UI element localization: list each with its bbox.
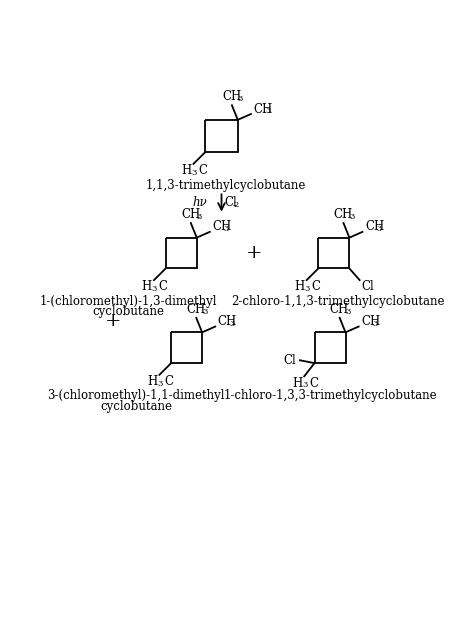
Text: +: + — [105, 312, 121, 330]
Text: H: H — [292, 377, 302, 389]
Text: CH: CH — [361, 315, 380, 328]
Text: 3: 3 — [305, 285, 310, 293]
Text: CH: CH — [365, 220, 384, 233]
Text: +: + — [246, 244, 262, 262]
Text: hν: hν — [193, 197, 208, 210]
Text: 3: 3 — [238, 95, 243, 103]
Text: H: H — [181, 164, 191, 177]
Text: C: C — [309, 377, 318, 389]
Text: H: H — [141, 280, 152, 293]
Text: 3: 3 — [349, 213, 355, 221]
Text: 3: 3 — [302, 381, 307, 389]
Text: 3-(chloromethyl)-1,1-dimethyl: 3-(chloromethyl)-1,1-dimethyl — [47, 389, 225, 402]
Text: CH: CH — [222, 91, 241, 103]
Text: 3: 3 — [191, 169, 196, 177]
Text: H: H — [147, 375, 157, 388]
Text: 3: 3 — [373, 320, 378, 328]
Text: H: H — [294, 280, 305, 293]
Text: 3: 3 — [197, 213, 202, 221]
Text: Cl: Cl — [225, 197, 237, 210]
Text: cyclobutane: cyclobutane — [93, 306, 164, 319]
Text: C: C — [312, 280, 321, 293]
Text: CH: CH — [334, 208, 353, 221]
Text: 3: 3 — [157, 380, 163, 388]
Text: C: C — [164, 375, 173, 388]
Text: 3: 3 — [202, 308, 207, 316]
Text: 3: 3 — [376, 225, 382, 233]
Text: CH: CH — [218, 315, 237, 328]
Text: 2-chloro-1,1,3-trimethylcyclobutane: 2-chloro-1,1,3-trimethylcyclobutane — [231, 294, 445, 308]
Text: 3: 3 — [229, 320, 235, 328]
Text: Cl: Cl — [362, 280, 375, 293]
Text: 3: 3 — [345, 308, 351, 316]
Text: C: C — [159, 280, 168, 293]
Text: 3: 3 — [265, 107, 270, 115]
Text: 1-(chloromethyl)-1,3-dimethyl: 1-(chloromethyl)-1,3-dimethyl — [40, 294, 217, 308]
Text: Cl: Cl — [283, 353, 296, 366]
Text: 3: 3 — [152, 285, 157, 293]
Text: CH: CH — [212, 220, 231, 233]
Text: CH: CH — [253, 102, 273, 115]
Text: CH: CH — [329, 303, 349, 316]
Text: 1-chloro-1,3,3-trimethylcyclobutane: 1-chloro-1,3,3-trimethylcyclobutane — [223, 389, 437, 402]
Text: CH: CH — [186, 303, 205, 316]
Text: 3: 3 — [224, 225, 229, 233]
Text: C: C — [198, 164, 207, 177]
Text: CH: CH — [181, 208, 200, 221]
Text: cyclobutane: cyclobutane — [100, 400, 172, 413]
Text: 2: 2 — [234, 202, 239, 210]
Text: 1,1,3-trimethylcyclobutane: 1,1,3-trimethylcyclobutane — [145, 179, 306, 192]
